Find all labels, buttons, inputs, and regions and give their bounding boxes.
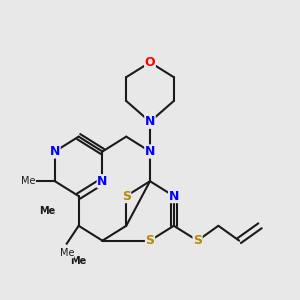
Text: N: N — [50, 145, 60, 158]
Text: O: O — [145, 56, 155, 69]
Text: Me: Me — [70, 256, 87, 266]
Text: S: S — [146, 234, 154, 247]
Text: Me: Me — [21, 176, 36, 186]
Text: N: N — [145, 145, 155, 158]
Text: Me: Me — [39, 206, 55, 216]
Text: N: N — [169, 190, 179, 202]
Text: N: N — [145, 115, 155, 128]
Text: Me: Me — [59, 248, 74, 258]
Text: N: N — [97, 175, 108, 188]
Text: S: S — [193, 234, 202, 247]
Text: S: S — [122, 190, 131, 202]
